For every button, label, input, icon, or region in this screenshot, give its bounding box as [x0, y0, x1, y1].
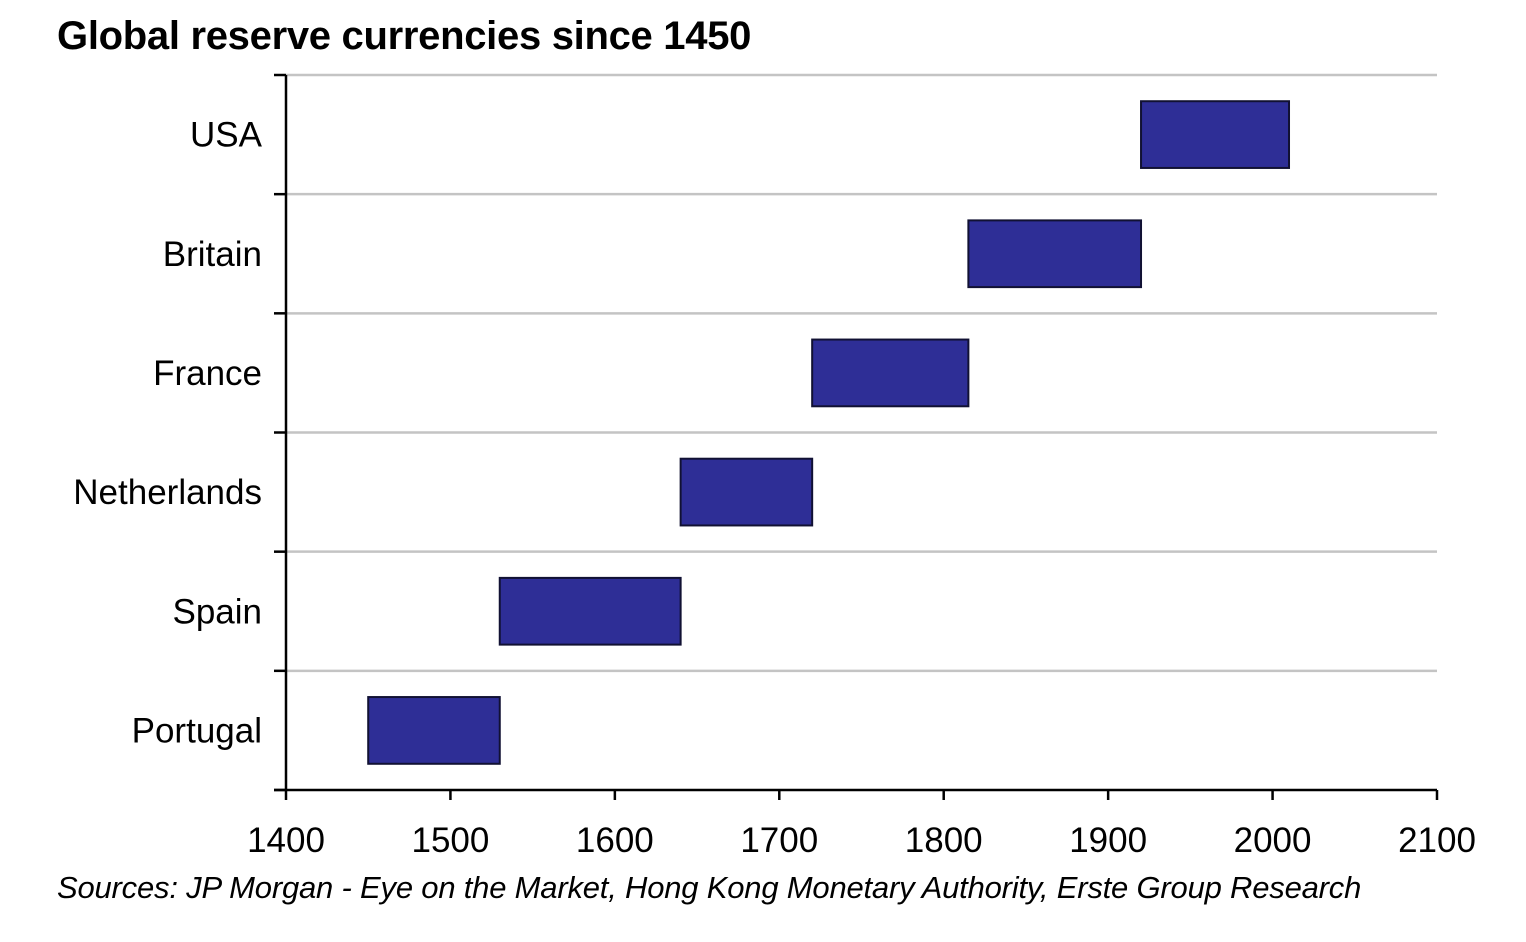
bar-france	[811, 338, 970, 408]
source-note: Sources: JP Morgan - Eye on the Market, …	[57, 870, 1362, 905]
x-tick-label: 1500	[411, 821, 489, 860]
x-tick-label: 2100	[1398, 821, 1476, 860]
y-tick-label: Spain	[172, 592, 262, 631]
bar-britain	[967, 219, 1143, 289]
axes	[274, 73, 1439, 800]
gridlines	[286, 73, 1437, 673]
x-tick-label: 1600	[576, 821, 654, 860]
x-tick-label: 2000	[1234, 821, 1312, 860]
y-tick-label: Britain	[163, 235, 262, 274]
x-tick-label: 1400	[247, 821, 325, 860]
x-tick-label: 1900	[1069, 821, 1147, 860]
x-tick-labels: 1400 1500 1600 1700 1800 1900 2000 2100	[247, 821, 1476, 860]
y-tick-label: France	[153, 354, 262, 393]
bar-usa	[1140, 100, 1291, 169]
y-tick-label: USA	[190, 116, 263, 155]
x-tick-label: 1800	[905, 821, 983, 860]
y-tick-labels: USA Britain France Netherlands Spain Portugal	[73, 116, 262, 751]
y-tick-label: Portugal	[132, 711, 262, 750]
chart-title: Global reserve currencies since 1450	[57, 14, 752, 58]
bar-netherlands	[679, 457, 814, 527]
y-tick-label: Netherlands	[73, 473, 262, 512]
bar-spain	[498, 576, 682, 646]
bar-series	[367, 100, 1291, 765]
bar-portugal	[367, 696, 501, 765]
x-tick-label: 1700	[740, 821, 818, 860]
